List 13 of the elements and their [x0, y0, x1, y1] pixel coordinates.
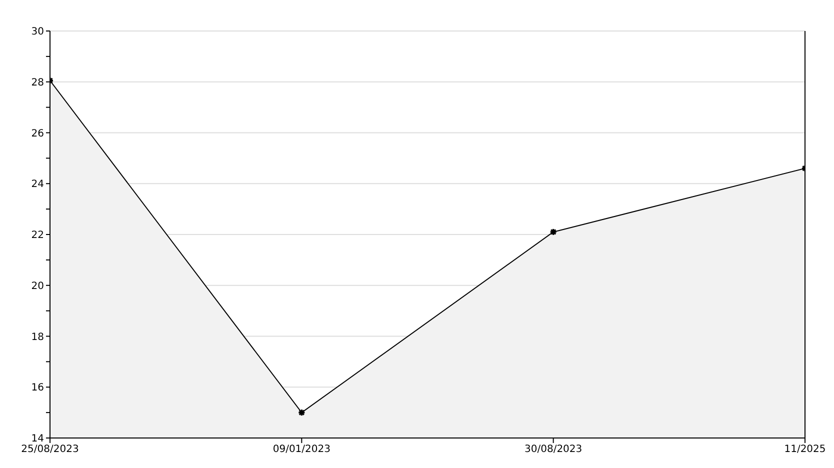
- y-tick-label: 16: [31, 382, 44, 394]
- y-tick-label: 24: [31, 179, 44, 190]
- y-tick-label: 30: [31, 26, 44, 38]
- y-tick-label: 14: [31, 434, 44, 445]
- y-tick-label: 22: [31, 230, 44, 242]
- y-tick-label: 20: [31, 280, 44, 292]
- x-tick-label: 11/2025: [784, 444, 826, 456]
- x-tick-label: 30/08/2023: [524, 444, 582, 456]
- x-tick-label: 25/08/2023: [21, 444, 79, 456]
- y-tick-label: 26: [31, 128, 44, 140]
- y-tick-label: 28: [31, 77, 44, 88]
- x-tick-label: 09/01/2023: [272, 444, 330, 456]
- y-tick-label: 18: [31, 332, 44, 343]
